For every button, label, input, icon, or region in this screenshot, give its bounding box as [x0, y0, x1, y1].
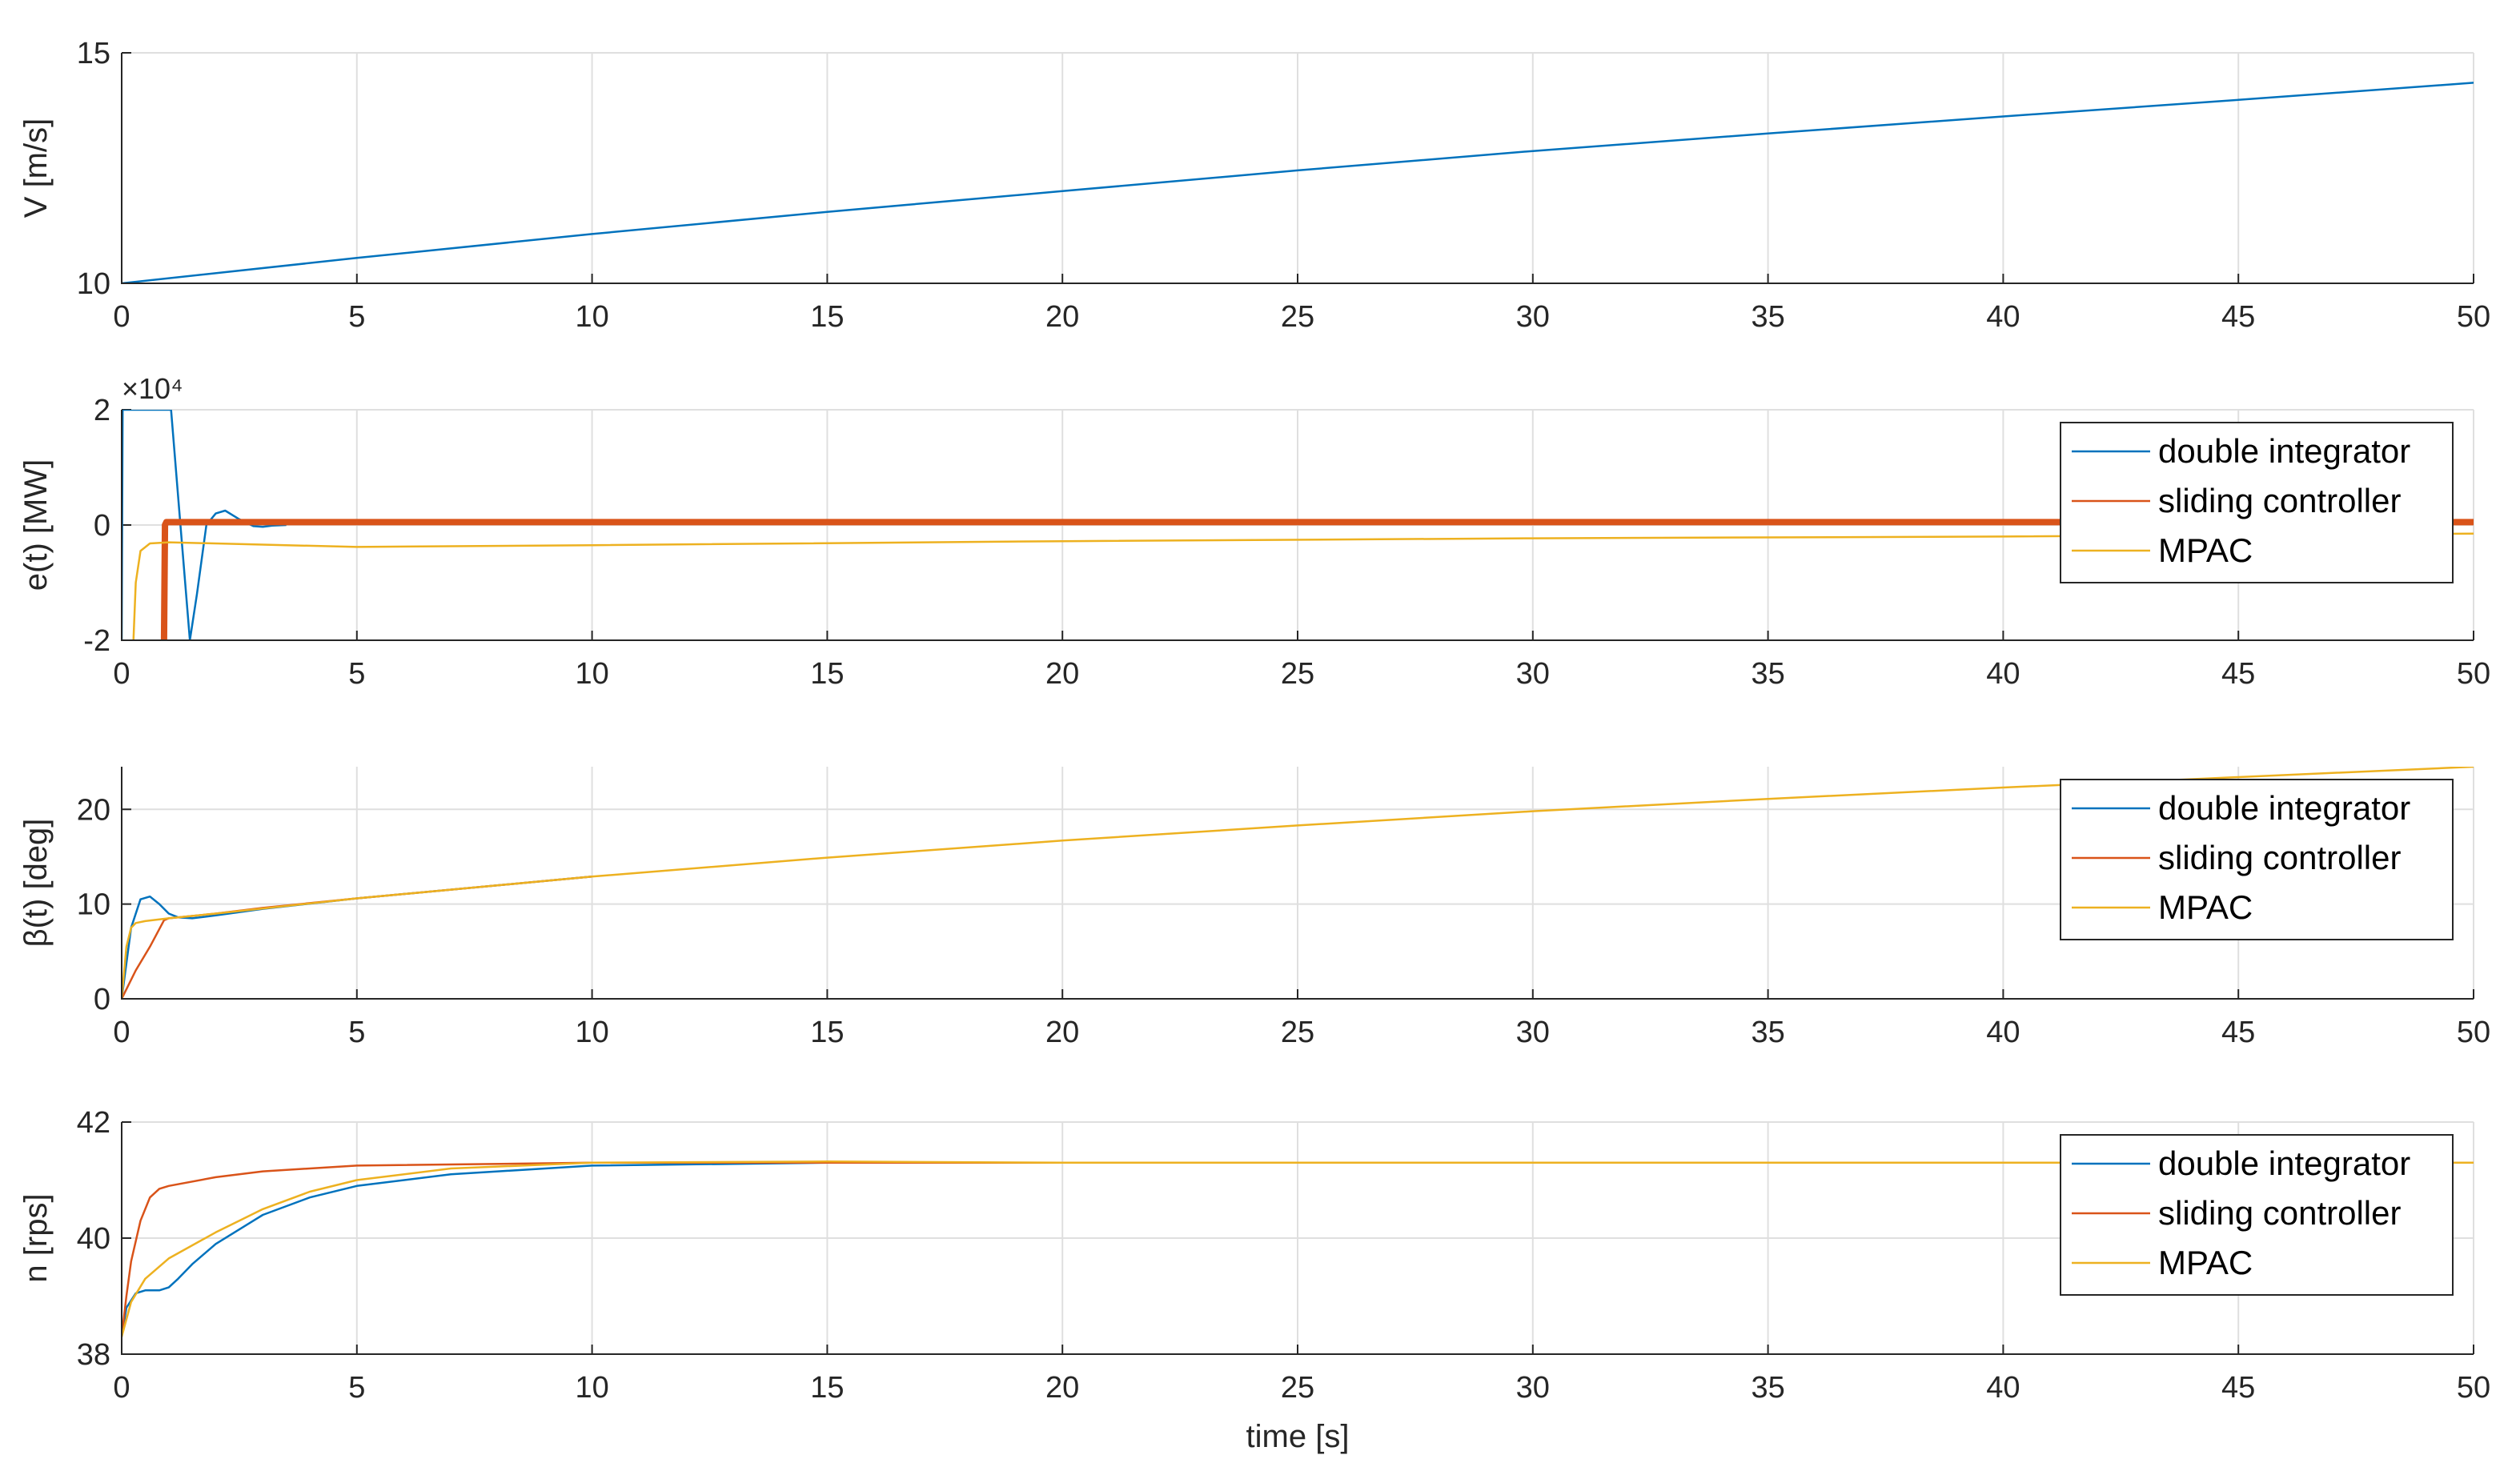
series-line-MPAC [132, 532, 2474, 640]
legend-box [2060, 422, 2454, 583]
x-tick-label: 30 [1516, 657, 1550, 691]
x-tick-label: 10 [575, 657, 608, 691]
y-tick-label: 20 [77, 793, 110, 827]
legend-box [2060, 779, 2454, 940]
x-tick-label: 5 [348, 300, 365, 334]
series-line-series-1 [122, 82, 2474, 283]
y-tick-label: 15 [77, 37, 110, 70]
x-tick-label: 45 [2221, 1371, 2255, 1405]
axes-frame [121, 767, 2474, 1000]
x-tick-label: 30 [1516, 1371, 1550, 1405]
x-tick-label: 15 [810, 300, 844, 334]
axes-frame [121, 53, 2474, 284]
x-tick-label: 25 [1281, 1371, 1314, 1405]
subplot-1: 0 5 10 15 20 25 30 35 40 45 50 15 10 V [m/s] [18, 37, 2490, 334]
y-axis-label: β(t) [deg] [18, 819, 54, 948]
legend-label: MPAC [2158, 531, 2253, 569]
x-tick-label: 5 [348, 1371, 365, 1405]
series-line-MPAC [122, 767, 2474, 999]
y-axis-label: e(t) [MW] [18, 459, 54, 591]
x-tick-label: 50 [2457, 657, 2490, 691]
legend-label: MPAC [2158, 888, 2253, 926]
x-tick-label: 25 [1281, 300, 1314, 334]
x-tick-label: 50 [2457, 1371, 2490, 1405]
x-tick-label: 10 [575, 300, 608, 334]
y-exponent-label: ×10⁴ [122, 372, 183, 405]
x-tick-label: 25 [1281, 657, 1314, 691]
x-tick-label: 0 [113, 1016, 130, 1049]
x-tick-label: 0 [113, 1371, 130, 1405]
legend-label: double integrator [2158, 1144, 2410, 1182]
y-tick-label: 10 [77, 267, 110, 301]
y-tick-label: 42 [77, 1106, 110, 1140]
x-tick-label: 20 [1045, 300, 1079, 334]
x-tick-label: 10 [575, 1016, 608, 1049]
legend-label: sliding controller [2158, 839, 2401, 876]
legend-label: double integrator [2158, 789, 2410, 827]
y-axis-label: V [m/s] [18, 118, 54, 218]
axes-frame [121, 410, 2474, 641]
y-tick-label: 38 [77, 1338, 110, 1372]
x-axis-label: time [s] [1246, 1419, 1350, 1454]
subplot-4: 0 5 10 15 20 25 30 35 40 45 50 42 40 38 n [rps] time [s… [18, 1106, 2490, 1454]
x-tick-label: 35 [1751, 1016, 1784, 1049]
y-axis-label: n [rps] [18, 1193, 54, 1282]
x-tick-label: 20 [1045, 657, 1079, 691]
series-line-MPAC [122, 1160, 2474, 1337]
legend-box [2060, 1134, 2454, 1296]
x-tick-label: 40 [1986, 300, 2020, 334]
axes-frame [121, 1122, 2474, 1355]
x-tick-label: 45 [2221, 1016, 2255, 1049]
x-tick-label: 35 [1751, 1371, 1784, 1405]
x-tick-label: 45 [2221, 657, 2255, 691]
y-tick-label: -2 [83, 624, 110, 658]
legend-label: MPAC [2158, 1244, 2253, 1281]
x-tick-label: 40 [1986, 1371, 2020, 1405]
legend: double integrator sliding controller MPAC [2060, 779, 2454, 940]
x-tick-label: 30 [1516, 1016, 1550, 1049]
x-tick-label: 25 [1281, 1016, 1314, 1049]
x-tick-label: 0 [113, 657, 130, 691]
x-tick-label: 15 [810, 1371, 844, 1405]
x-tick-label: 20 [1045, 1016, 1079, 1049]
y-tick-label: 2 [94, 394, 110, 427]
legend: double integrator sliding controller MPAC [2060, 422, 2454, 583]
x-tick-label: 20 [1045, 1371, 1079, 1405]
x-tick-label: 40 [1986, 657, 2020, 691]
y-tick-label: 40 [77, 1222, 110, 1256]
x-tick-label: 35 [1751, 657, 1784, 691]
x-tick-label: 10 [575, 1371, 608, 1405]
x-tick-label: 15 [810, 657, 844, 691]
x-tick-label: 30 [1516, 300, 1550, 334]
legend-label: double integrator [2158, 432, 2410, 470]
y-tick-label: 0 [94, 509, 110, 543]
subplot-3: 0 5 10 15 20 25 30 35 40 45 50 20 10 0 β(t) [deg] doubl… [18, 767, 2490, 1049]
x-tick-label: 5 [348, 1016, 365, 1049]
x-tick-label: 40 [1986, 1016, 2020, 1049]
y-tick-label: 0 [94, 983, 110, 1016]
x-tick-label: 50 [2457, 1016, 2490, 1049]
y-tick-label: 10 [77, 888, 110, 922]
series-line-sliding-controller [160, 519, 2474, 640]
x-tick-label: 15 [810, 1016, 844, 1049]
x-tick-label: 45 [2221, 300, 2255, 334]
legend-label: sliding controller [2158, 1194, 2401, 1232]
x-tick-label: 5 [348, 657, 365, 691]
x-tick-label: 35 [1751, 300, 1784, 334]
legend-label: sliding controller [2158, 482, 2401, 519]
legend: double integrator sliding controller MPAC [2060, 1134, 2454, 1296]
x-tick-label: 50 [2457, 300, 2490, 334]
x-tick-label: 0 [113, 300, 130, 334]
